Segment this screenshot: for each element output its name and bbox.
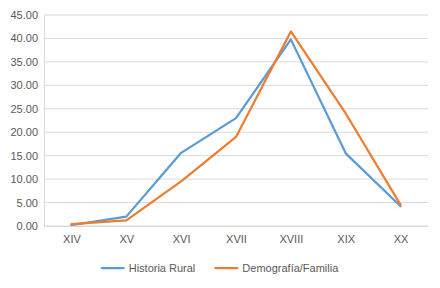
y-tick-label: 40.00	[10, 32, 38, 44]
legend-item: Demografía/Familia	[215, 262, 339, 274]
y-tick: 35.00	[10, 56, 44, 68]
y-tick-label: 15.00	[10, 150, 38, 162]
plot: 0.00 5.00 10.00 15.00 20.00 25.00 30.00 35.00 40…	[10, 9, 428, 245]
x-tick: XVIII	[279, 233, 303, 245]
chart: 0.00 5.00 10.00 15.00 20.00 25.00 30.00 35.00 40…	[0, 0, 440, 288]
y-axis-line	[44, 16, 45, 227]
y-tick: 15.00	[10, 150, 44, 162]
grid-line	[44, 38, 428, 39]
y-tick: 0.00	[17, 220, 44, 232]
x-axis-line	[45, 226, 429, 227]
line	[71, 31, 400, 224]
x-tick: XIV	[63, 233, 81, 245]
grid-line	[44, 226, 428, 227]
y-tick: 20.00	[10, 126, 44, 138]
y-tick-label: 20.00	[10, 126, 38, 138]
y-tick: 25.00	[10, 103, 44, 115]
x-tick: XIX	[337, 233, 355, 245]
x-axis: XIV XV XVI XVII XVIII XIX XX	[45, 227, 429, 245]
y-tick: 45.00	[10, 9, 44, 21]
x-tick: XX	[394, 233, 409, 245]
legend-swatch	[215, 267, 237, 269]
grid-line	[44, 179, 428, 180]
y-tick-label: 35.00	[10, 56, 38, 68]
x-tick: XV	[119, 233, 134, 245]
grid-line	[44, 132, 428, 133]
x-tick-label: XVI	[173, 233, 191, 245]
grid-line	[44, 61, 428, 62]
grid-line	[44, 85, 428, 86]
legend-item: Historia Rural	[102, 262, 196, 274]
series-group	[71, 31, 400, 225]
y-tick-label: 30.00	[10, 79, 38, 91]
grid-line	[44, 15, 428, 16]
y-tick-label: 0.00	[17, 220, 38, 232]
y-tick: 40.00	[10, 32, 44, 44]
y-tick-label: 10.00	[10, 173, 38, 185]
x-tick-label: XVIII	[279, 233, 303, 245]
x-tick-label: XV	[119, 233, 134, 245]
legend-label: Demografía/Familia	[242, 262, 339, 274]
y-tick-label: 5.00	[17, 197, 38, 209]
line	[71, 39, 400, 225]
x-tick: XVI	[173, 233, 191, 245]
y-tick: 10.00	[10, 173, 44, 185]
x-tick-label: XVII	[226, 233, 247, 245]
x-tick-label: XIX	[337, 233, 355, 245]
legend: Historia Rural Demografía/Familia	[102, 262, 339, 274]
y-tick: 30.00	[10, 79, 44, 91]
y-tick: 5.00	[17, 197, 44, 209]
x-tick-label: XIV	[63, 233, 81, 245]
x-tick: XVII	[226, 233, 247, 245]
grid-line	[44, 202, 428, 203]
legend-swatch	[102, 267, 124, 269]
x-tick-label: XX	[394, 233, 409, 245]
y-tick-label: 25.00	[10, 103, 38, 115]
grid-line	[44, 108, 428, 109]
legend-label: Historia Rural	[129, 262, 196, 274]
grid	[44, 15, 428, 226]
y-tick-label: 45.00	[10, 9, 38, 21]
y-axis: 0.00 5.00 10.00 15.00 20.00 25.00 30.00 35.00 40…	[10, 9, 44, 232]
